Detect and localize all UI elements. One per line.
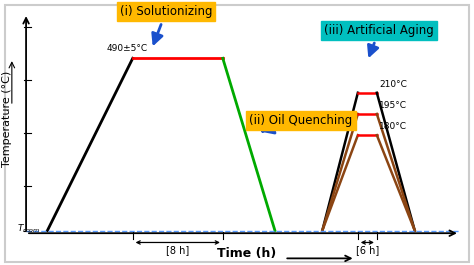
Text: Time (h): Time (h)	[217, 247, 276, 260]
Text: [6 h]: [6 h]	[356, 245, 379, 255]
Text: 195°C: 195°C	[379, 101, 407, 110]
Text: (i) Solutionizing: (i) Solutionizing	[119, 5, 212, 43]
Text: 210°C: 210°C	[379, 80, 407, 89]
Text: (iii) Artificial Aging: (iii) Artificial Aging	[324, 24, 434, 55]
Text: (ii) Oil Quenching: (ii) Oil Quenching	[249, 114, 353, 133]
Text: Temperature (°C): Temperature (°C)	[2, 71, 12, 167]
Text: $T_{room}$: $T_{room}$	[17, 223, 40, 236]
Text: 490±5°C: 490±5°C	[107, 44, 148, 53]
Text: 180°C: 180°C	[379, 122, 407, 131]
Text: [8 h]: [8 h]	[166, 245, 190, 255]
